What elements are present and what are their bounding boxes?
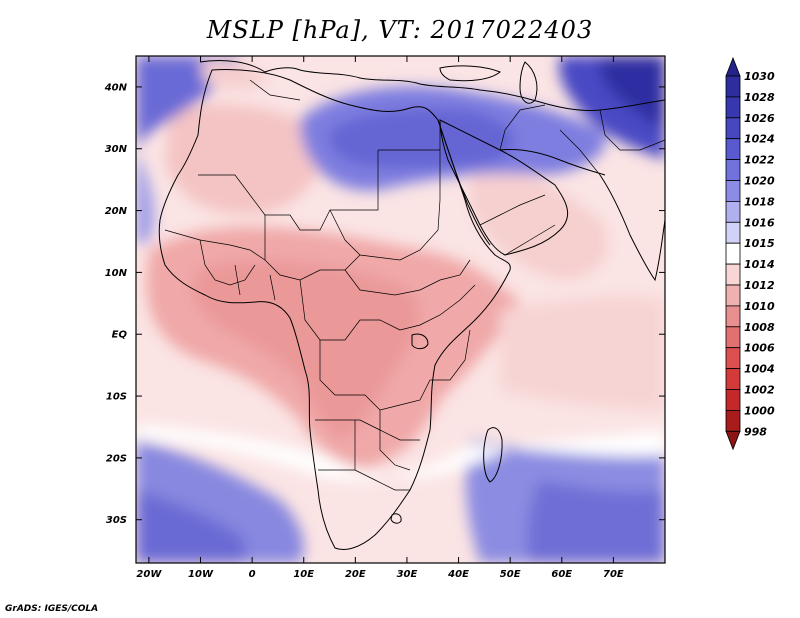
colorbar-top-arrow — [725, 56, 741, 77]
colorbar-swatch — [725, 305, 741, 328]
lat-label: 10S — [106, 392, 127, 403]
grads-credit: GrADS: IGES/COLA — [5, 604, 99, 614]
colorbar-level-label: 1024 — [744, 133, 775, 146]
pressure-field — [136, 56, 665, 563]
lon-label: 70E — [603, 569, 624, 580]
colorbar-swatch — [725, 138, 741, 160]
lat-label: 20S — [106, 453, 127, 464]
colorbar-swatch — [725, 180, 741, 202]
colorbar-swatch — [725, 159, 741, 181]
colorbar-swatch — [725, 117, 741, 140]
colorbar-swatch — [725, 242, 741, 265]
colorbar-level-label: 1006 — [744, 342, 775, 355]
colorbar-swatch — [725, 75, 741, 98]
colorbar-swatch — [725, 96, 741, 119]
lat-label: 10N — [105, 268, 128, 279]
madagascar-coastline — [483, 427, 503, 483]
map-frame — [135, 55, 666, 564]
africa-coastline — [158, 69, 511, 550]
india-coastline — [599, 174, 665, 282]
colorbar-level-label: 1004 — [744, 363, 775, 376]
lat-label: 30S — [106, 515, 127, 526]
lon-label: 10W — [188, 569, 214, 580]
lon-label: 0 — [249, 569, 256, 580]
colorbar-swatch — [725, 368, 741, 390]
colorbar-level-label: 1018 — [744, 195, 775, 208]
lat-label: 30N — [105, 144, 128, 155]
colorbar-bottom-arrow — [725, 430, 741, 451]
colorbar-level-label: 1030 — [744, 70, 775, 83]
latitude-axis: 40N 30N 20N 10N EQ 10S 20S 30S — [104, 82, 128, 526]
colorbar-level-label: 1014 — [744, 258, 775, 271]
colorbar-level-label: 1022 — [744, 154, 775, 167]
colorbar-swatch — [725, 263, 741, 286]
colorbar-swatch — [725, 221, 741, 244]
colorbar-swatch — [725, 326, 741, 349]
colorbar: 1030 1028 1026 1024 1022 1020 1018 1016 1015 1014… — [725, 56, 775, 451]
europe-coastline — [199, 59, 665, 111]
lat-label: 20N — [105, 206, 128, 217]
colorbar-level-label: 1000 — [744, 404, 775, 417]
colorbar-level-label: 1008 — [744, 321, 775, 334]
colorbar-level-label: 1028 — [744, 91, 775, 104]
colorbar-level-label: 1010 — [744, 300, 775, 313]
arabia-coastline — [439, 119, 569, 256]
lon-label: 20W — [136, 569, 162, 580]
colorbar-swatch — [725, 200, 741, 223]
colorbar-level-label: 1015 — [744, 237, 775, 250]
colorbar-swatch — [725, 347, 741, 370]
lat-label: EQ — [112, 330, 128, 341]
colorbar-level-label: 998 — [744, 425, 767, 438]
colorbar-level-label: 1020 — [744, 175, 775, 188]
colorbar-level-label: 1012 — [744, 279, 775, 292]
longitude-axis: 20W 10W 0 10E 20E 30E 40E 50E 60E 70E — [136, 569, 624, 580]
lon-label: 20E — [345, 569, 366, 580]
colorbar-swatch — [725, 409, 741, 432]
lon-label: 60E — [551, 569, 572, 580]
map-title: MSLP [hPa], VT: 2017022403 — [206, 16, 594, 44]
colorbar-level-label: 1026 — [744, 112, 775, 125]
country-borders — [164, 79, 665, 491]
colorbar-swatch — [725, 284, 741, 307]
coastlines — [158, 59, 665, 550]
colorbar-level-label: 1016 — [744, 216, 775, 229]
lon-label: 40E — [447, 569, 469, 580]
colorbar-swatch — [725, 389, 741, 411]
lon-label: 50E — [500, 569, 521, 580]
lat-label: 40N — [104, 82, 128, 93]
lon-label: 10E — [293, 569, 314, 580]
colorbar-level-label: 1002 — [744, 384, 775, 397]
lon-label: 30E — [397, 569, 418, 580]
